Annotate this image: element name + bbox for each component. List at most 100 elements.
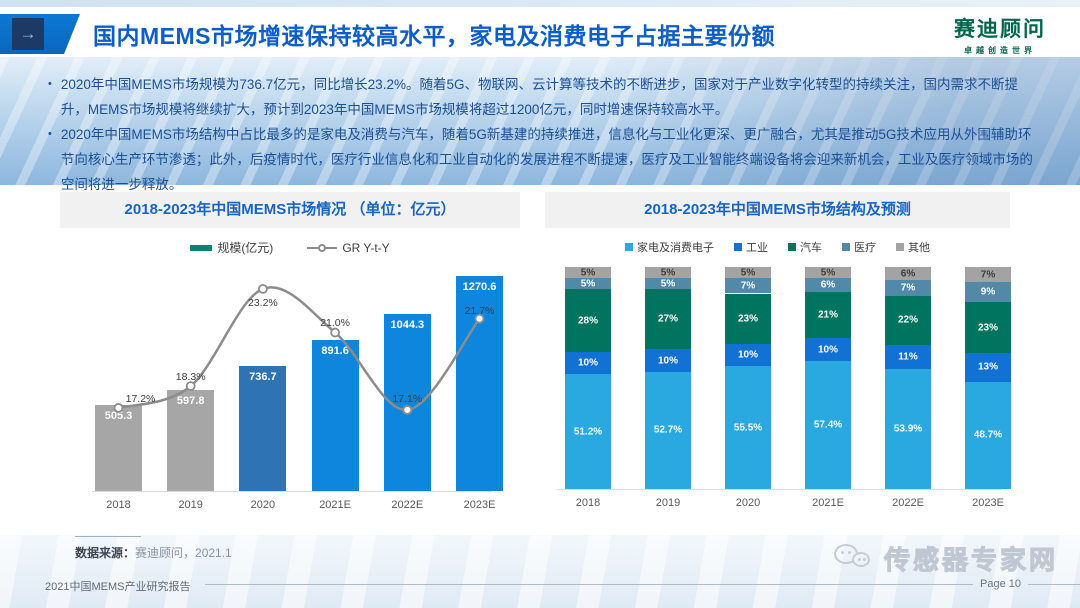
line-marker bbox=[330, 327, 341, 338]
bottom-photo-strip bbox=[0, 535, 1080, 608]
legend-label: 其他 bbox=[908, 242, 930, 254]
stack-segment: 5% bbox=[805, 267, 851, 279]
bar bbox=[95, 405, 142, 491]
logo-name: 赛迪顾问 bbox=[954, 18, 1046, 41]
bar bbox=[239, 366, 287, 491]
stack-segment: 7% bbox=[965, 267, 1011, 283]
segment-label: 23% bbox=[977, 322, 998, 334]
legend-item: 医疗 bbox=[842, 239, 876, 255]
stack-segment: 51.2% bbox=[565, 374, 611, 489]
watermark: 传感器专家网 bbox=[833, 540, 1058, 577]
stack-segment: 22% bbox=[885, 295, 931, 345]
segment-label: 21% bbox=[817, 309, 838, 321]
segment-label: 6% bbox=[820, 279, 836, 291]
segment-label: 11% bbox=[898, 351, 918, 363]
x-axis bbox=[557, 489, 1002, 490]
stack-segment: 53.9% bbox=[885, 369, 931, 489]
legend-label: 医疗 bbox=[854, 242, 876, 254]
segment-label: 55.5% bbox=[733, 422, 763, 434]
segment-label: 5% bbox=[660, 278, 676, 290]
segment-label: 10% bbox=[737, 349, 758, 361]
source-label: 数据来源： bbox=[75, 546, 136, 560]
growth-rate-label: 21.0% bbox=[320, 316, 350, 329]
x-axis-label: 2022E bbox=[892, 497, 924, 509]
summary-panel: • 2020年中国MEMS市场规模为736.7亿元，同比增长23.2%。随着5G… bbox=[0, 57, 1080, 192]
footer-line bbox=[1028, 584, 1080, 585]
growth-rate-label: 17.2% bbox=[125, 392, 156, 405]
legend-label: GR Y-t-Y bbox=[342, 240, 390, 255]
legend-label: 家电及消费电子 bbox=[637, 242, 714, 254]
page-title: 国内MEMS市场增速保持较高水平，家电及消费电子占据主要份额 bbox=[93, 23, 775, 49]
stack-segment: 57.4% bbox=[805, 360, 851, 489]
x-axis-label: 2019 bbox=[178, 499, 203, 511]
legend-swatch bbox=[734, 243, 742, 251]
summary-text: 2020年中国MEMS市场规模为736.7亿元，同比增长23.2%。随着5G、物… bbox=[60, 77, 1018, 117]
stack-segment: 6% bbox=[805, 278, 851, 292]
bar-value-label: 505.3 bbox=[104, 410, 133, 423]
growth-rate-label: 23.2% bbox=[248, 296, 278, 309]
stack-segment: 23% bbox=[725, 293, 771, 345]
line-marker bbox=[113, 403, 124, 413]
bar-value-label: 891.6 bbox=[321, 345, 349, 358]
summary-bullet: • 2020年中国MEMS市场规模为736.7亿元，同比增长23.2%。随着5G… bbox=[48, 72, 1038, 122]
legend-item: 规模(亿元) bbox=[190, 239, 273, 256]
logo-slogan: 卓越创造世界 bbox=[964, 46, 1036, 55]
stack-segment: 6% bbox=[885, 267, 931, 281]
arrow-icon: → bbox=[12, 18, 44, 50]
segment-label: 5% bbox=[580, 278, 596, 290]
page-number: Page 10 bbox=[980, 578, 1021, 590]
watermark-text: 传感器专家网 bbox=[883, 545, 1058, 576]
bar-value-label: 597.8 bbox=[176, 394, 205, 407]
segment-label: 53.9% bbox=[893, 423, 923, 435]
stack-segment: 55.5% bbox=[725, 366, 771, 489]
market-size-chart-card: 2018-2023年中国MEMS市场情况 （单位：亿元） 规模(亿元) GR Y-… bbox=[60, 192, 520, 532]
stack-segment: 10% bbox=[725, 344, 771, 367]
segment-label: 5% bbox=[740, 267, 756, 279]
x-axis-label: 2019 bbox=[655, 497, 681, 509]
chart2-legend: 家电及消费电子 工业 汽车 医疗 其他 bbox=[545, 239, 1010, 255]
segment-label: 13% bbox=[977, 361, 998, 373]
chart1-plot: 505.3 2018 597.8 2019 736.7 2020 891.6 2021E 104… bbox=[60, 192, 520, 532]
segment-label: 10% bbox=[577, 357, 598, 369]
x-axis-label: 2018 bbox=[106, 499, 131, 511]
stack-segment: 52.7% bbox=[645, 371, 691, 489]
stack-segment: 5% bbox=[645, 267, 691, 279]
stack-segment: 7% bbox=[885, 280, 931, 296]
x-axis-label: 2021E bbox=[812, 497, 844, 509]
segment-label: 52.7% bbox=[653, 424, 683, 436]
segment-label: 7% bbox=[900, 282, 916, 294]
line-legend-swatch bbox=[307, 243, 338, 252]
x-axis-label: 2020 bbox=[735, 497, 761, 509]
segment-label: 5% bbox=[660, 267, 676, 279]
footer-line bbox=[205, 584, 973, 585]
stack-segment: 23% bbox=[965, 302, 1011, 353]
segment-label: 23% bbox=[737, 313, 758, 325]
company-logo: 赛迪顾问 卓越创造世界 bbox=[954, 13, 1046, 56]
segment-label: 5% bbox=[820, 267, 836, 279]
stack-segment: 28% bbox=[565, 289, 611, 353]
legend-item: 汽车 bbox=[788, 239, 822, 255]
segment-label: 7% bbox=[980, 269, 996, 281]
line-marker bbox=[474, 313, 485, 324]
x-axis-label: 2018 bbox=[575, 497, 601, 509]
legend-swatch bbox=[625, 243, 633, 251]
x-axis-label: 2020 bbox=[250, 499, 276, 511]
stack-segment: 5% bbox=[565, 278, 611, 290]
growth-line bbox=[113, 284, 485, 415]
segment-label: 6% bbox=[900, 268, 916, 280]
segment-label: 9% bbox=[980, 286, 996, 298]
bar-value-label: 1270.6 bbox=[462, 281, 497, 293]
segment-label: 27% bbox=[657, 313, 678, 325]
market-structure-chart-card: 2018-2023年中国MEMS市场结构及预测 家电及消费电子 工业 汽车 医疗 其他 … bbox=[545, 192, 1011, 532]
x-axis bbox=[92, 491, 492, 492]
bullet-icon: • bbox=[48, 78, 52, 90]
stack-segment: 21% bbox=[805, 291, 851, 339]
legend-item: 家电及消费电子 bbox=[625, 239, 714, 255]
chart1-legend: 规模(亿元) GR Y-t-Y bbox=[60, 239, 520, 256]
summary-text: 2020年中国MEMS市场结构中占比最多的是家电及消费与汽车，随着5G新基建的持… bbox=[60, 127, 1033, 192]
top-photo-strip bbox=[0, 0, 1080, 7]
stack-segment: 9% bbox=[965, 282, 1011, 303]
growth-rate-label: 21.7% bbox=[464, 304, 495, 317]
stack-segment: 10% bbox=[805, 338, 851, 361]
